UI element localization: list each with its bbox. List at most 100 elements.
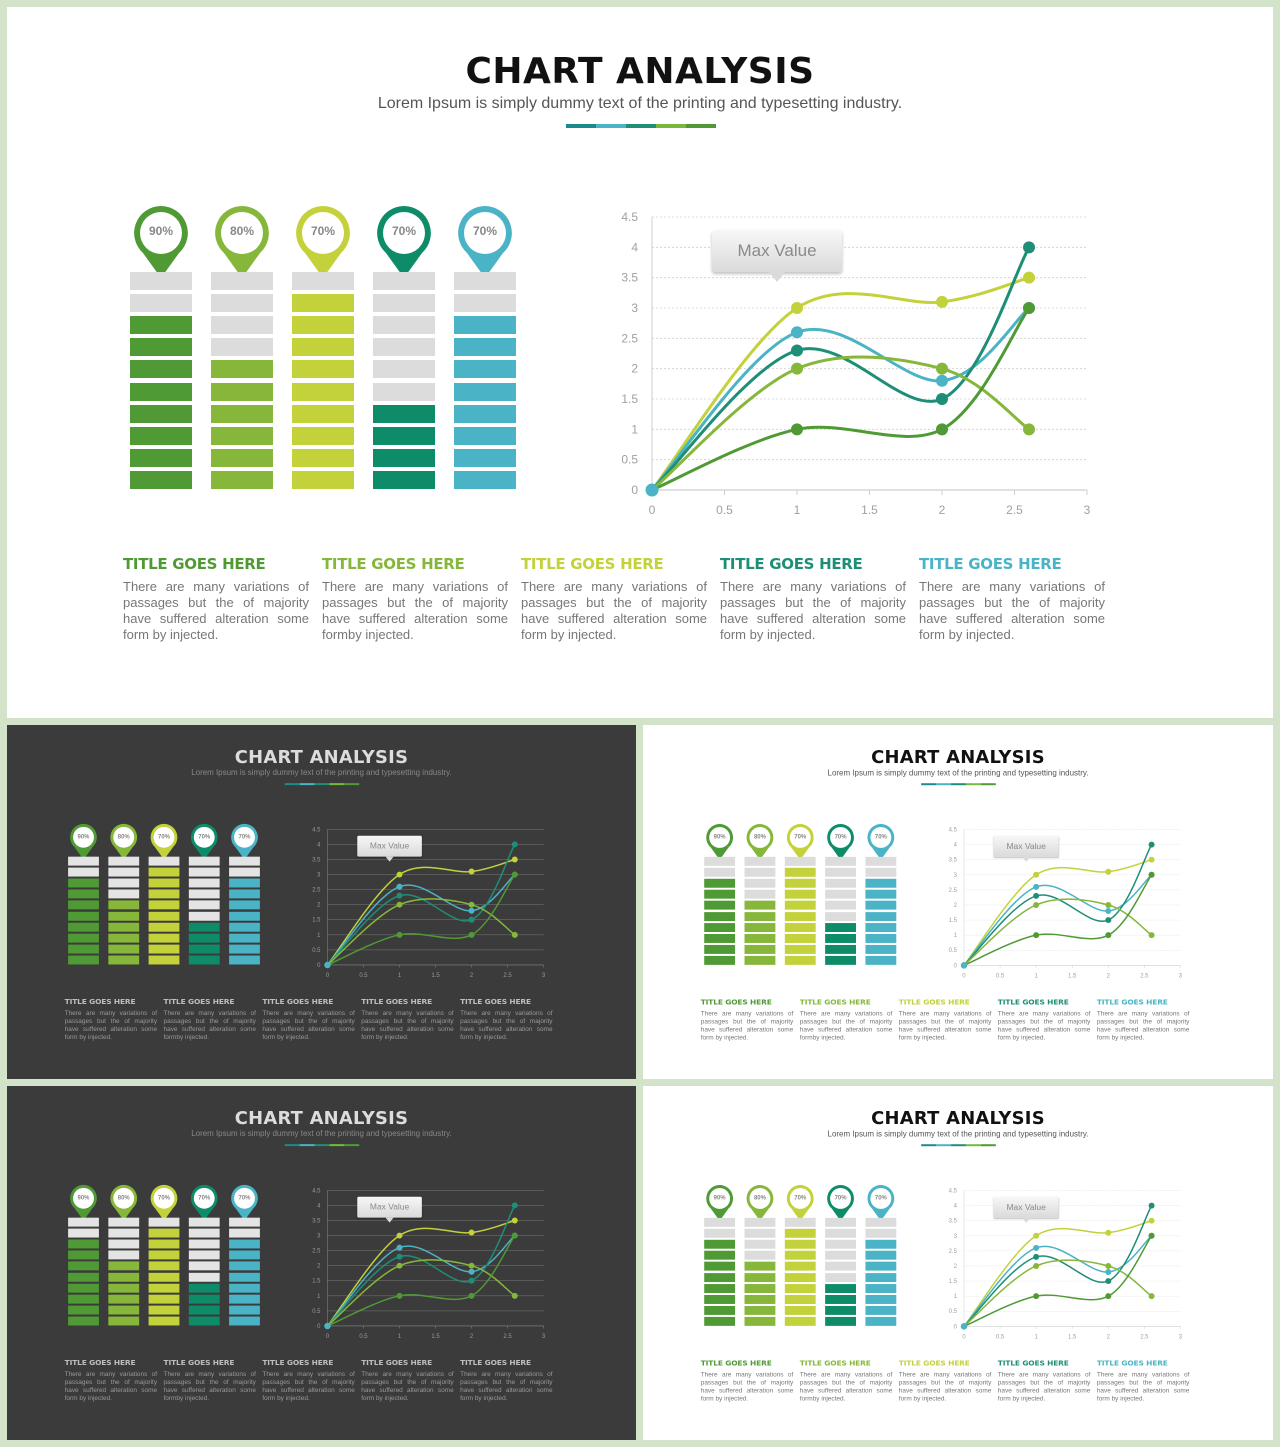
bar-segment-filled <box>704 1261 736 1271</box>
bar-segment-empty <box>188 1250 220 1260</box>
bar-segment-filled <box>148 955 180 965</box>
x-tick-label: 3 <box>1084 503 1091 517</box>
y-tick-label: 3 <box>317 1234 321 1240</box>
bar-segment-filled <box>744 1305 776 1315</box>
bar-segment-filled <box>704 878 736 888</box>
separator-segment <box>921 783 937 786</box>
bar-segment-filled <box>229 889 260 899</box>
bar-segment-filled <box>68 878 99 888</box>
series-line <box>963 1205 1153 1327</box>
bar-segment-filled <box>229 922 260 932</box>
bar-segment-filled <box>148 1272 180 1282</box>
y-tick-label: 0 <box>954 1324 958 1330</box>
data-point <box>936 423 948 436</box>
bar-segment-filled <box>865 1250 897 1260</box>
y-tick-label: 4 <box>954 1204 958 1210</box>
origin-point <box>324 961 331 969</box>
bar-segment-filled <box>865 1283 897 1293</box>
bar-segment-filled <box>865 933 897 943</box>
data-point <box>791 302 803 314</box>
separator-segment <box>965 1144 981 1147</box>
y-tick-label: 2.5 <box>312 1249 321 1255</box>
y-tick-label: 3 <box>954 1234 958 1240</box>
y-tick-label: 4.5 <box>312 1188 321 1194</box>
bar-segment-filled <box>704 911 736 921</box>
bar-segment-empty <box>188 1272 220 1282</box>
y-tick-label: 3.5 <box>312 1218 321 1224</box>
tooltip-arrow <box>769 272 785 282</box>
x-tick-label: 1.5 <box>1068 973 1077 979</box>
bar-segment-filled <box>108 1283 140 1293</box>
slide-title: CHART ANALYSIS <box>465 51 815 92</box>
x-tick-label: 1.5 <box>861 503 878 517</box>
data-point <box>791 344 803 357</box>
progress-percent-label: 80% <box>753 832 766 840</box>
column-title: TITLE GOES HERE <box>322 555 465 573</box>
y-tick-label: 1.5 <box>949 918 958 924</box>
separator-segment <box>626 124 656 128</box>
map-pin-icon <box>706 824 734 860</box>
bar-segment-filled <box>292 294 354 313</box>
bar-segment-empty <box>108 889 140 899</box>
data-point <box>1105 1293 1112 1300</box>
progress-percent-label: 70% <box>158 832 170 840</box>
bar-segment-filled <box>454 426 516 445</box>
data-point <box>936 362 948 375</box>
data-point <box>1023 302 1035 314</box>
progress-percent-label: 90% <box>713 1193 726 1201</box>
data-point <box>1105 1262 1112 1269</box>
slide-subtitle: Lorem Ipsum is simply dummy text of the … <box>827 1129 1089 1139</box>
progress-percent-label: 70% <box>238 832 251 840</box>
data-point <box>1033 871 1040 878</box>
bar-segment-filled <box>784 955 816 965</box>
bar-segment-filled <box>229 955 260 965</box>
bar-segment-filled <box>148 1305 180 1315</box>
bar-segment-filled <box>744 1316 776 1326</box>
slide-preview-5[interactable]: CHART ANALYSIS Lorem Ipsum is simply dum… <box>643 1086 1273 1440</box>
bar-segment-empty <box>229 1217 260 1227</box>
y-tick-label: 0.5 <box>621 453 638 467</box>
bar-segment-filled <box>784 900 816 910</box>
column-body: There are many variations of passages bu… <box>700 1370 794 1402</box>
slide-subtitle: Lorem Ipsum is simply dummy text of the … <box>191 768 452 778</box>
slide-preview-1[interactable]: CHART ANALYSIS Lorem Ipsum is simply dum… <box>7 7 1273 718</box>
series-line <box>326 1259 516 1327</box>
bar-segment-filled <box>292 338 354 357</box>
title-separator <box>566 124 716 128</box>
y-tick-label: 3 <box>317 873 321 879</box>
bar-segment-filled <box>744 1261 776 1271</box>
progress-percent-label: 90% <box>77 1193 90 1201</box>
slide-preview-3[interactable]: CHART ANALYSIS Lorem Ipsum is simply dum… <box>643 725 1273 1079</box>
bar-segment-empty <box>108 1239 140 1249</box>
bar-segment-empty <box>188 1228 220 1238</box>
column-title: TITLE GOES HERE <box>898 1358 970 1368</box>
y-tick-label: 3.5 <box>949 858 958 864</box>
data-point <box>1033 932 1040 939</box>
data-point <box>511 1232 518 1239</box>
column-body: There are many variations of passages bu… <box>123 579 309 642</box>
map-pin-icon <box>231 823 258 860</box>
slide-preview-2[interactable]: CHART ANALYSIS Lorem Ipsum is simply dum… <box>7 725 636 1079</box>
column-title: TITLE GOES HERE <box>799 1358 871 1368</box>
bar-segment-filled <box>108 922 140 932</box>
title-separator <box>284 783 360 786</box>
map-pin-icon <box>867 1185 895 1221</box>
title-separator <box>921 1144 996 1147</box>
column-body: There are many variations of passages bu… <box>163 1009 256 1041</box>
y-tick-label: 0.5 <box>312 948 321 954</box>
y-tick-label: 0.5 <box>949 948 958 954</box>
data-point <box>1105 932 1112 939</box>
slide-preview-4[interactable]: CHART ANALYSIS Lorem Ipsum is simply dum… <box>7 1086 636 1440</box>
separator-segment <box>921 1144 937 1147</box>
bar-segment-filled <box>68 1283 99 1293</box>
bar-segment-filled <box>211 426 273 445</box>
bar-segment-empty <box>68 1217 99 1227</box>
bar-segment-filled <box>68 1239 99 1249</box>
bar-segment-filled <box>744 955 776 965</box>
bar-segment-filled <box>68 1261 99 1271</box>
column-title: TITLE GOES HERE <box>1096 997 1168 1007</box>
bar-segment-filled <box>784 878 816 888</box>
bar-segment-filled <box>130 316 192 335</box>
column-title: TITLE GOES HERE <box>700 997 772 1007</box>
series-line <box>327 1235 516 1327</box>
